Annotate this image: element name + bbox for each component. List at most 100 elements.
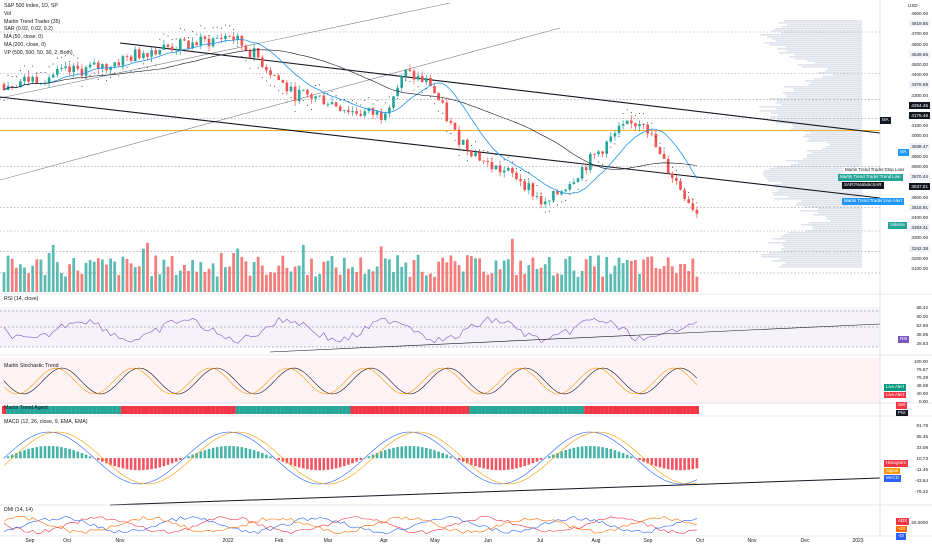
macd-title[interactable]: MACD (12, 26, close, 9, EMA, EMA) — [4, 419, 88, 425]
macd-bar — [404, 446, 408, 459]
price-label: 3516.91 — [909, 203, 930, 211]
candle-body — [543, 201, 547, 205]
volume-profile-row — [825, 70, 862, 72]
candle-body — [326, 104, 330, 106]
volume-bar — [72, 258, 76, 292]
volume-profile-row — [761, 256, 862, 258]
sar-dot — [331, 91, 333, 93]
volume-bar — [183, 265, 186, 292]
agent-title[interactable]: Martin Trend Agent — [4, 405, 48, 411]
agent-bar — [432, 406, 437, 414]
sar-dot — [684, 187, 686, 189]
volume-profile-row — [785, 94, 862, 96]
volume-profile-row — [772, 238, 862, 240]
volume-profile-row — [817, 208, 862, 210]
volume-profile-row — [814, 62, 862, 64]
agent-bar — [547, 406, 552, 414]
volume-bar — [461, 271, 465, 292]
candle-body — [498, 165, 502, 173]
candle-body — [412, 70, 416, 80]
volume-profile-row — [774, 28, 862, 30]
agent-bar — [551, 406, 556, 414]
volume-profile-row — [806, 150, 862, 152]
candle-body — [211, 38, 215, 47]
agent-bar — [141, 406, 146, 414]
price-label: 3242.38 — [909, 244, 930, 252]
time-label: Mar — [323, 538, 333, 544]
legend-ma50[interactable]: MA (50, close, 0) — [4, 34, 43, 41]
volume-bar — [424, 275, 428, 292]
sar-dot — [655, 135, 657, 137]
legend-sar[interactable]: SAR (0.02, 0.02, 0.2) — [4, 26, 53, 33]
candle-body — [675, 178, 678, 181]
macd-bar — [68, 448, 71, 459]
dmi-title[interactable]: DMI (14, 14) — [4, 507, 33, 513]
volume-bar — [60, 272, 63, 292]
candle-body — [589, 153, 592, 171]
volume-bar — [19, 264, 22, 292]
macd-bar — [437, 451, 440, 459]
stoch-title[interactable]: Martin Stochastic Trend — [4, 363, 59, 369]
volume-bar — [580, 270, 584, 292]
sar-dot — [175, 38, 177, 40]
volume-bar — [396, 255, 399, 292]
candle-body — [84, 67, 88, 76]
agent-bar — [588, 406, 593, 414]
agent-bar — [55, 406, 60, 414]
sar-dot — [110, 76, 112, 78]
volume-bar — [404, 262, 408, 292]
legend-trend-trader[interactable]: Martin Trend Trader (35) — [4, 18, 61, 25]
volume-profile-row — [808, 222, 862, 224]
rsi-tag: RSI — [898, 336, 910, 343]
volume-profile-row — [805, 134, 862, 136]
sar-dot — [606, 151, 608, 153]
agent-bar — [383, 406, 388, 414]
macd-bar — [408, 446, 412, 459]
candle-body — [347, 110, 350, 113]
sar-dot — [278, 90, 280, 92]
volume-profile-row — [782, 244, 862, 246]
macd-bar — [625, 454, 629, 459]
sar-dot — [101, 74, 103, 76]
volume-profile-row — [818, 212, 862, 214]
channel-line — [0, 2, 451, 99]
sar-dot — [577, 188, 579, 190]
volume-bar — [260, 265, 264, 292]
symbol-title[interactable]: S&P 500 Index, 1D, SP — [4, 3, 58, 9]
candle-body — [310, 94, 313, 99]
volume-profile-row — [786, 50, 862, 52]
volume-profile-row — [764, 42, 862, 44]
time-label: Feb — [274, 538, 284, 544]
sar-dot — [60, 56, 62, 58]
rsi-title[interactable]: RSI (14, close) — [4, 296, 39, 302]
legend-volume-profile[interactable]: VP (500, 500, 50, 30, 2, Both) — [4, 49, 73, 56]
agent-bar — [399, 406, 404, 414]
candle-body — [502, 170, 506, 173]
volume-profile-row — [783, 246, 862, 248]
legend-volume[interactable]: Vol — [4, 10, 12, 17]
candle-body — [343, 110, 346, 112]
agent-bar — [309, 406, 314, 414]
volume-bar — [375, 266, 379, 292]
candle-body — [425, 78, 428, 82]
volume-profile-row — [799, 210, 862, 212]
sar-dot — [454, 139, 456, 141]
sar-dot — [335, 95, 337, 97]
agent-bar — [645, 406, 650, 414]
macd-bar — [146, 458, 149, 470]
agent-bar — [289, 406, 294, 414]
volume-bar — [588, 255, 592, 292]
volume-bar — [408, 276, 412, 292]
agent-bar — [149, 406, 154, 414]
candle-body — [400, 76, 403, 88]
candle-body — [621, 124, 625, 126]
volume-bar — [195, 271, 199, 292]
agent-bar — [75, 406, 80, 414]
sar-dot — [3, 100, 5, 102]
indicator-subpanes — [0, 0, 932, 537]
volume-bar — [564, 258, 568, 292]
agent-bar — [506, 406, 511, 414]
agent-bar — [448, 406, 453, 414]
legend-ma200[interactable]: MA (200, close, 0) — [4, 41, 46, 48]
